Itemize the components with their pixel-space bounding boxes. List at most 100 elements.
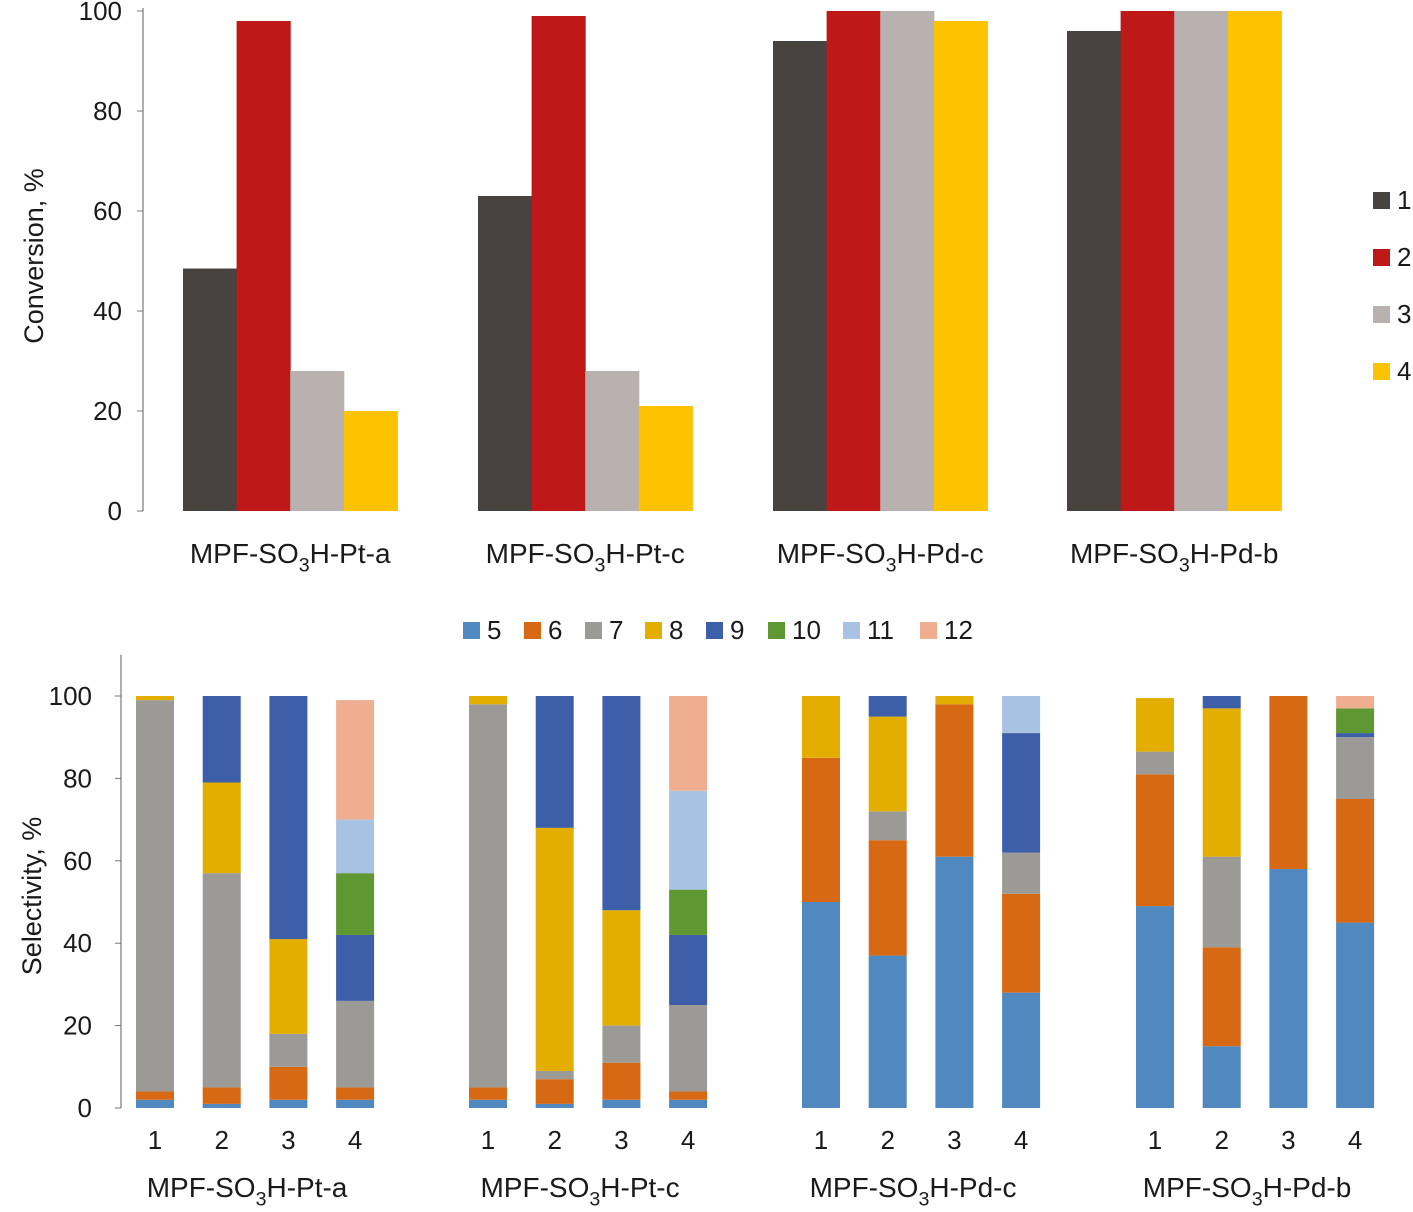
x-tick-label: 4 <box>1014 1125 1028 1155</box>
y-tick-label: 100 <box>79 0 122 26</box>
x-tick-label: 2 <box>1214 1125 1228 1155</box>
legend-swatch-1 <box>1373 192 1390 209</box>
segment-MPF-SO3H-Pd-b-3-product-6 <box>1269 696 1308 870</box>
segment-MPF-SO3H-Pd-b-4-product-6 <box>1336 799 1375 923</box>
x-tick-label: 1 <box>481 1125 495 1155</box>
bar-MPF-SO3H-Pd-b-series-2 <box>1120 11 1175 511</box>
segment-MPF-SO3H-Pt-a-3-product-5 <box>269 1099 308 1108</box>
x-tick-label: 3 <box>1281 1125 1295 1155</box>
segment-MPF-SO3H-Pd-b-4-product-9 <box>1336 733 1375 738</box>
segment-MPF-SO3H-Pd-b-2-product-5 <box>1202 1046 1241 1108</box>
legend-label-10: 10 <box>792 615 821 645</box>
segment-MPF-SO3H-Pt-a-1-product-7 <box>136 700 174 1092</box>
segment-MPF-SO3H-Pt-a-1-product-5 <box>136 1099 174 1108</box>
segment-MPF-SO3H-Pt-a-4-product-5 <box>336 1099 375 1108</box>
segment-MPF-SO3H-Pd-c-2-product-5 <box>868 955 907 1108</box>
bar-MPF-SO3H-Pd-b-series-3 <box>1174 11 1229 511</box>
segment-MPF-SO3H-Pt-c-3-product-6 <box>602 1062 641 1100</box>
segment-MPF-SO3H-Pd-b-1-product-7 <box>1136 751 1174 775</box>
segment-MPF-SO3H-Pd-c-4-product-9 <box>1002 733 1041 853</box>
segment-MPF-SO3H-Pt-c-1-product-6 <box>469 1087 507 1100</box>
segment-MPF-SO3H-Pt-c-3-product-7 <box>602 1025 641 1063</box>
segment-MPF-SO3H-Pd-b-1-product-5 <box>1136 906 1174 1108</box>
x-category-label: MPF-SO3H-Pt-c <box>486 538 685 576</box>
segment-MPF-SO3H-Pt-c-4-product-7 <box>669 1005 708 1092</box>
segment-MPF-SO3H-Pt-c-1-product-8 <box>469 696 507 705</box>
bar-MPF-SO3H-Pt-a-series-3 <box>290 371 345 511</box>
segment-MPF-SO3H-Pd-c-4-product-7 <box>1002 852 1041 894</box>
segment-MPF-SO3H-Pd-c-4-product-6 <box>1002 893 1041 993</box>
segment-MPF-SO3H-Pd-c-3-product-5 <box>935 856 974 1108</box>
x-group-label: MPF-SO3H-Pd-c <box>810 1172 1017 1207</box>
legend-label-7: 7 <box>609 615 623 645</box>
segment-MPF-SO3H-Pt-c-2-product-8 <box>535 827 574 1071</box>
legend-swatch-2 <box>1373 249 1390 266</box>
x-tick-label: 1 <box>148 1125 162 1155</box>
segment-MPF-SO3H-Pd-c-1-product-6 <box>802 757 840 902</box>
segment-MPF-SO3H-Pd-c-1-product-5 <box>802 902 840 1108</box>
segment-MPF-SO3H-Pt-a-1-product-6 <box>136 1091 174 1100</box>
x-group-label: MPF-SO3H-Pt-a <box>147 1172 348 1207</box>
segment-MPF-SO3H-Pt-a-3-product-7 <box>269 1033 308 1067</box>
legend-swatch-8 <box>645 622 662 639</box>
segment-MPF-SO3H-Pt-a-3-product-8 <box>269 939 308 1034</box>
x-tick-label: 2 <box>547 1125 561 1155</box>
segment-MPF-SO3H-Pt-a-2-product-9 <box>202 696 241 783</box>
x-group-label: MPF-SO3H-Pd-b <box>1143 1172 1352 1207</box>
y-tick-label: 20 <box>63 1011 92 1041</box>
bar-MPF-SO3H-Pt-a-series-1 <box>183 268 238 511</box>
segment-MPF-SO3H-Pt-c-4-product-6 <box>669 1091 708 1100</box>
selectivity-y-axis-label: Selectivity, % <box>17 817 47 976</box>
x-category-label: MPF-SO3H-Pd-c <box>777 538 984 576</box>
y-tick-label: 60 <box>93 196 122 226</box>
segment-MPF-SO3H-Pt-a-4-product-6 <box>336 1087 375 1100</box>
y-tick-label: 0 <box>108 496 122 526</box>
segment-MPF-SO3H-Pt-c-4-product-11 <box>669 790 708 890</box>
bar-MPF-SO3H-Pt-a-series-2 <box>236 21 291 511</box>
legend-swatch-12 <box>920 622 937 639</box>
legend-label-9: 9 <box>730 615 744 645</box>
legend-label-12: 12 <box>944 615 973 645</box>
segment-MPF-SO3H-Pd-b-3-product-5 <box>1269 869 1308 1108</box>
bar-MPF-SO3H-Pd-c-series-4 <box>933 21 988 511</box>
bar-MPF-SO3H-Pt-c-series-2 <box>531 16 586 511</box>
x-category-label: MPF-SO3H-Pt-a <box>190 538 391 576</box>
conversion-y-axis-label: Conversion, % <box>19 168 49 344</box>
segment-MPF-SO3H-Pt-a-3-product-9 <box>269 696 308 940</box>
y-tick-label: 100 <box>49 681 92 711</box>
x-tick-label: 4 <box>348 1125 362 1155</box>
segment-MPF-SO3H-Pd-b-4-product-12 <box>1336 696 1375 709</box>
bar-MPF-SO3H-Pt-c-series-3 <box>585 371 640 511</box>
y-tick-label: 40 <box>63 928 92 958</box>
legend-label-5: 5 <box>487 615 501 645</box>
x-tick-label: 4 <box>1348 1125 1362 1155</box>
segment-MPF-SO3H-Pd-c-2-product-8 <box>868 716 907 812</box>
segment-MPF-SO3H-Pd-b-4-product-7 <box>1336 737 1375 799</box>
segment-MPF-SO3H-Pd-b-2-product-8 <box>1202 708 1241 857</box>
x-group-label: MPF-SO3H-Pt-c <box>480 1172 679 1207</box>
x-tick-label: 1 <box>814 1125 828 1155</box>
x-tick-label: 2 <box>880 1125 894 1155</box>
legend-swatch-10 <box>768 622 785 639</box>
segment-MPF-SO3H-Pd-b-1-product-8 <box>1136 698 1174 752</box>
legend-swatch-6 <box>524 622 541 639</box>
segment-MPF-SO3H-Pd-c-2-product-6 <box>868 840 907 956</box>
legend-label-8: 8 <box>669 615 683 645</box>
segment-MPF-SO3H-Pt-a-2-product-6 <box>202 1087 241 1104</box>
legend-swatch-5 <box>463 622 480 639</box>
x-tick-label: 2 <box>214 1125 228 1155</box>
segment-MPF-SO3H-Pt-c-1-product-5 <box>469 1099 507 1108</box>
segment-MPF-SO3H-Pt-c-4-product-9 <box>669 934 708 1005</box>
segment-MPF-SO3H-Pd-b-2-product-6 <box>1202 947 1241 1047</box>
segment-MPF-SO3H-Pd-c-4-product-11 <box>1002 696 1041 734</box>
legend-swatch-7 <box>585 622 602 639</box>
legend-label-11: 11 <box>867 615 894 645</box>
segment-MPF-SO3H-Pt-c-4-product-5 <box>669 1099 708 1108</box>
bar-MPF-SO3H-Pd-b-series-1 <box>1067 31 1122 511</box>
segment-MPF-SO3H-Pt-a-4-product-9 <box>336 934 375 1001</box>
segment-MPF-SO3H-Pd-b-4-product-10 <box>1336 708 1375 734</box>
segment-MPF-SO3H-Pt-c-3-product-9 <box>602 696 641 911</box>
bar-MPF-SO3H-Pt-c-series-1 <box>478 196 533 511</box>
